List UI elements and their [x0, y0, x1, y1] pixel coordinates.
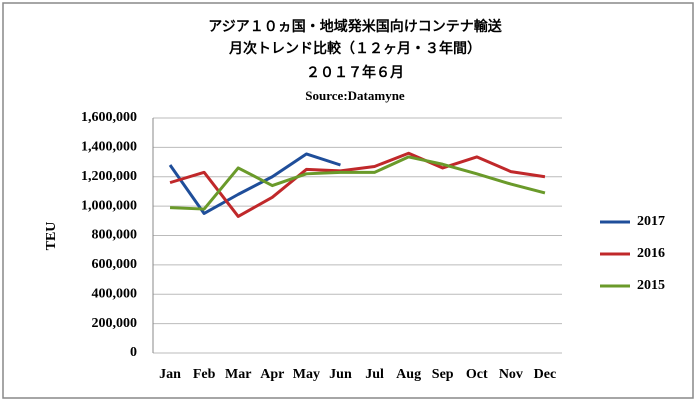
legend-label: 2015 — [637, 278, 665, 293]
y-tick-label: 400,000 — [92, 286, 138, 301]
y-tick-label: 1,000,000 — [81, 198, 137, 213]
x-tick-label: Dec — [534, 367, 557, 382]
y-tick-label: 1,400,000 — [81, 140, 137, 155]
x-tick-label: Apr — [260, 367, 284, 382]
legend-label: 2017 — [637, 214, 665, 229]
series-line — [169, 151, 546, 218]
chart-border — [2, 2, 694, 399]
x-tick-label: Mar — [225, 367, 251, 382]
y-tick-label: 0 — [130, 345, 137, 360]
x-tick-label: Feb — [193, 367, 216, 382]
x-tick-label: Nov — [499, 367, 523, 382]
y-tick-label: 800,000 — [92, 228, 138, 243]
x-tick-label: Jul — [365, 367, 384, 382]
series-line — [169, 155, 546, 211]
x-tick-label: Jun — [329, 367, 352, 382]
x-tick-label: Jan — [159, 367, 181, 382]
x-tick-label: Aug — [396, 367, 421, 382]
chart-source: Source:Datamyne — [305, 88, 405, 103]
series-line — [168, 152, 341, 215]
x-tick-label: Sep — [432, 367, 454, 382]
x-tick-label: May — [293, 367, 320, 382]
y-tick-label: 1,600,000 — [81, 110, 137, 125]
y-tick-label: 600,000 — [92, 257, 138, 272]
x-tick-label: Oct — [466, 367, 488, 382]
y-tick-label: 200,000 — [92, 316, 138, 331]
y-axis-label: TEU — [44, 222, 59, 251]
y-tick-label: 1,200,000 — [81, 169, 137, 184]
legend-label: 2016 — [637, 246, 665, 261]
chart-subtitle: ２０１７年６月 — [306, 64, 404, 81]
chart-subtitle: 月次トレンド比較（１２ヶ月・３年間） — [228, 40, 481, 57]
chart-title: アジア１０ヵ国・地域発米国向けコンテナ輸送 — [208, 18, 502, 35]
